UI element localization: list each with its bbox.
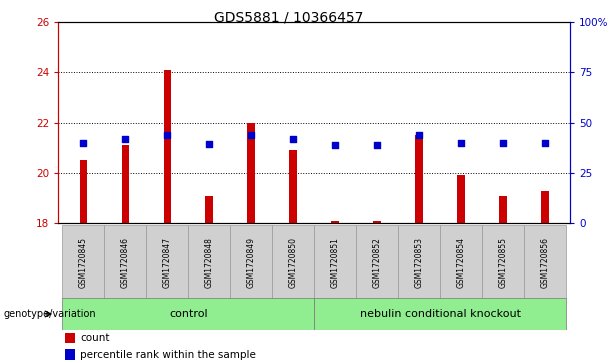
Bar <box>65 349 75 360</box>
Bar <box>499 196 507 223</box>
Bar <box>373 221 381 223</box>
Text: GSM1720852: GSM1720852 <box>373 237 382 288</box>
Bar <box>482 225 524 299</box>
Point <box>78 140 88 146</box>
Bar <box>332 221 339 223</box>
Text: GSM1720856: GSM1720856 <box>541 237 549 288</box>
Point <box>204 141 214 147</box>
Bar <box>65 333 75 343</box>
Text: GSM1720845: GSM1720845 <box>79 237 88 288</box>
Text: GSM1720853: GSM1720853 <box>414 237 424 288</box>
Bar <box>272 225 314 299</box>
Bar <box>63 298 314 330</box>
Text: GSM1720848: GSM1720848 <box>205 237 214 288</box>
Point <box>456 140 466 146</box>
Bar <box>230 225 272 299</box>
Bar <box>440 225 482 299</box>
Text: GSM1720851: GSM1720851 <box>330 237 340 288</box>
Bar <box>457 175 465 223</box>
Text: GSM1720854: GSM1720854 <box>457 237 465 288</box>
Bar <box>398 225 440 299</box>
Bar <box>415 135 423 223</box>
Bar <box>314 298 566 330</box>
Text: GSM1720850: GSM1720850 <box>289 237 298 288</box>
Bar <box>147 225 188 299</box>
Point <box>121 136 131 142</box>
Point <box>414 132 424 138</box>
Bar <box>314 225 356 299</box>
Point <box>288 136 298 142</box>
Bar <box>524 225 566 299</box>
Bar <box>104 225 147 299</box>
Bar <box>80 160 87 223</box>
Point <box>330 142 340 148</box>
Point <box>372 142 382 148</box>
Bar <box>289 150 297 223</box>
Text: genotype/variation: genotype/variation <box>3 309 96 319</box>
Text: GSM1720846: GSM1720846 <box>121 237 130 288</box>
Text: GSM1720847: GSM1720847 <box>163 237 172 288</box>
Bar <box>188 225 230 299</box>
Bar <box>356 225 398 299</box>
Bar <box>541 191 549 223</box>
Text: GSM1720849: GSM1720849 <box>246 237 256 288</box>
Bar <box>63 225 104 299</box>
Bar <box>164 70 171 223</box>
Bar <box>205 196 213 223</box>
Text: GDS5881 / 10366457: GDS5881 / 10366457 <box>214 11 364 25</box>
Point <box>162 132 172 138</box>
Text: count: count <box>80 333 110 343</box>
Point <box>540 140 550 146</box>
Point <box>246 132 256 138</box>
Text: percentile rank within the sample: percentile rank within the sample <box>80 350 256 359</box>
Point <box>498 140 508 146</box>
Text: nebulin conditional knockout: nebulin conditional knockout <box>360 309 520 319</box>
Bar <box>121 145 129 223</box>
Text: GSM1720855: GSM1720855 <box>498 237 508 288</box>
Bar <box>248 122 255 223</box>
Text: control: control <box>169 309 208 319</box>
